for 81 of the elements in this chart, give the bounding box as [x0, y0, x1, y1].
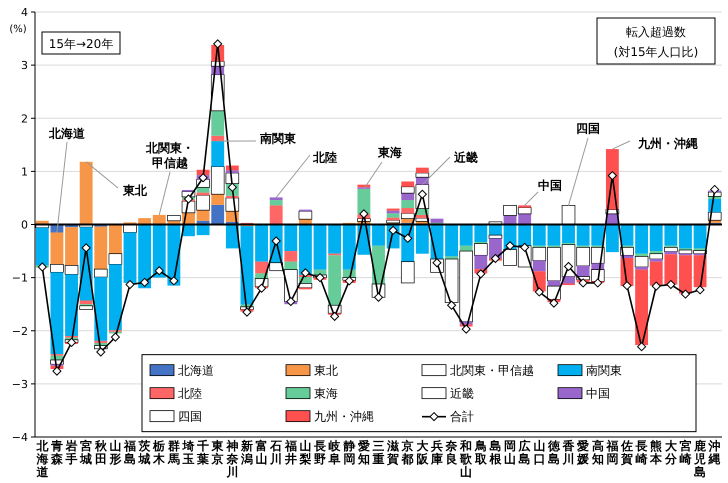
x-tick-label: 京都: [400, 439, 414, 466]
x-tick-label: 岩手: [64, 439, 78, 466]
x-tick-label: 三重: [372, 439, 384, 466]
x-tick-label: 鹿児島: [693, 439, 708, 479]
annotation: 15年→20年: [48, 37, 114, 51]
legend-label: 九州・沖縄: [314, 410, 374, 424]
y-tick-label: −1: [12, 272, 28, 285]
y-tick-label: 1: [21, 165, 28, 178]
legend-label: 北関東・甲信越: [450, 364, 534, 378]
legend-label: 北陸: [178, 386, 202, 401]
legend-label: 四国: [178, 410, 202, 424]
annotation: 北関東・甲信越: [145, 141, 194, 170]
x-tick-label: 山梨: [298, 439, 312, 466]
x-tick-label: 千葉: [196, 439, 210, 466]
annotation: 四国: [576, 122, 600, 136]
x-tick-label: 徳島: [546, 439, 561, 466]
x-tick-label: 熊本: [649, 439, 664, 466]
x-tick-label: 東京: [210, 439, 225, 466]
legend-label: 中国: [586, 386, 610, 401]
x-tick-label: 鳥取: [474, 439, 488, 466]
legend-label: 近畿: [450, 386, 474, 401]
y-tick-label: −3: [12, 378, 28, 391]
x-tick-label: 岡山: [504, 439, 516, 466]
text: 転入超過数: [626, 25, 686, 39]
annotation: 中国: [538, 178, 562, 192]
x-tick-label: 岐阜: [328, 439, 342, 466]
x-tick-label: 秋田: [94, 439, 108, 466]
legend-label: 合計: [450, 410, 474, 424]
y-tick-label: 2: [21, 112, 28, 126]
y-tick-label: 0: [21, 218, 28, 232]
annotation: 東北: [122, 184, 148, 198]
x-tick-label: 山口: [533, 439, 546, 466]
x-tick-label: 大阪: [416, 439, 430, 466]
y-tick-label: 3: [21, 59, 28, 72]
y-tick-label: 4: [21, 6, 28, 19]
x-tick-label: 宮崎: [679, 439, 692, 466]
x-tick-label: 長崎: [634, 439, 648, 466]
x-tick-label: 和歌山: [459, 439, 474, 479]
x-tick-label: 埼玉: [181, 439, 194, 466]
x-tick-label: 滋賀: [386, 439, 400, 466]
x-tick-label: 群馬: [166, 439, 180, 466]
x-tick-label: 佐賀: [620, 439, 633, 466]
x-tick-label: 静岡: [342, 439, 356, 466]
x-tick-label: 新潟: [240, 439, 253, 466]
x-tick-label: 長野: [313, 439, 326, 466]
x-tick-label: 兵庫: [430, 439, 443, 466]
y-tick-label: −2: [12, 324, 28, 338]
x-tick-label: 大分: [664, 439, 678, 466]
x-tick-label: 愛媛: [576, 439, 590, 466]
legend-label: 東海: [314, 386, 338, 401]
x-tick-label: 宮城: [79, 439, 92, 466]
annotation: 北海道: [48, 126, 86, 140]
x-tick-label: 福井: [284, 439, 297, 466]
annotation: 北陸: [312, 150, 337, 164]
x-tick-label: 愛知: [356, 439, 370, 466]
annotation: 南関東: [259, 132, 297, 146]
x-tick-label: 栃木: [152, 439, 166, 466]
y-tick-label: −4: [12, 431, 28, 444]
x-tick-label: 山形: [108, 439, 122, 466]
x-tick-label: 茨城: [138, 439, 152, 466]
text: (対15年人口比): [614, 45, 698, 59]
annotation: 近畿: [453, 150, 478, 164]
x-tick-label: 香川: [562, 439, 576, 466]
x-tick-label: 島根: [488, 439, 502, 466]
x-tick-label: 奈良: [444, 439, 459, 466]
x-tick-label: 広島: [518, 439, 531, 466]
x-tick-label: 石川: [269, 439, 282, 466]
annotation: 東海: [377, 146, 402, 160]
x-tick-label: 福島: [123, 439, 136, 466]
annotation: 九州・沖縄: [637, 136, 698, 150]
y-axis-title: (%): [9, 24, 27, 35]
legend-label: 南関東: [586, 364, 622, 378]
x-tick-label: 神奈川: [225, 439, 240, 479]
x-tick-label: 沖縄: [708, 439, 721, 466]
x-tick-label: 富山: [256, 439, 268, 466]
x-tick-label: 青森: [50, 439, 64, 466]
legend-label: 北海道: [178, 364, 214, 378]
legend-label: 東北: [314, 364, 338, 378]
x-tick-label: 北海道: [35, 439, 50, 479]
x-tick-label: 福岡: [605, 439, 618, 466]
x-tick-label: 高知: [590, 439, 604, 466]
